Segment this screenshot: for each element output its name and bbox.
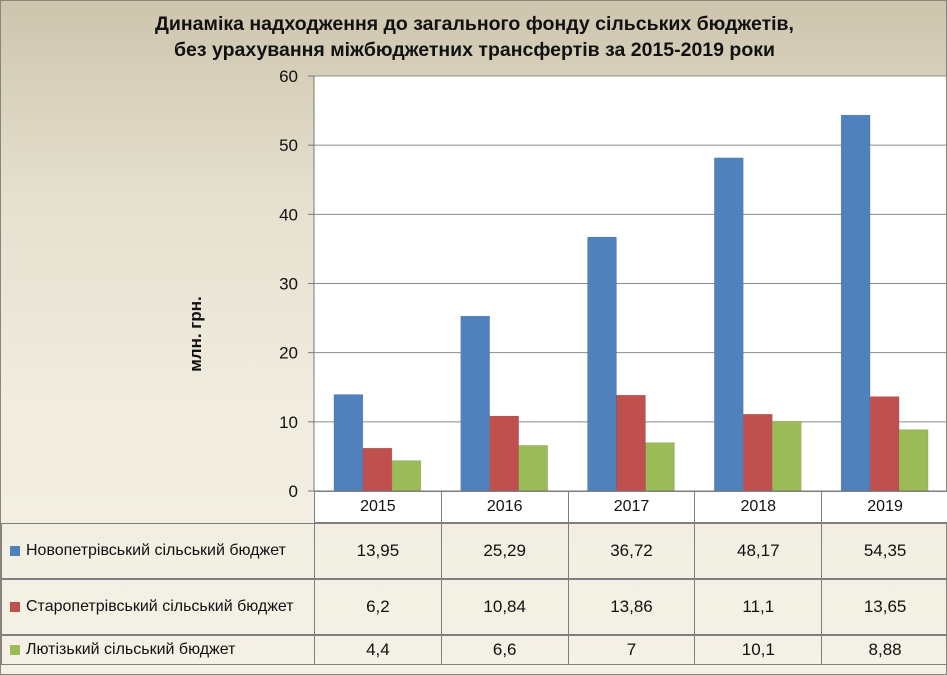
data-label: 10,84 xyxy=(440,579,569,635)
data-label: 25,29 xyxy=(440,523,569,579)
data-label: 13,65 xyxy=(821,579,947,635)
data-label: 10,1 xyxy=(694,635,823,665)
value-label: 13,95 xyxy=(356,541,400,560)
bar-3-2017 xyxy=(645,442,675,492)
value-label: 48,17 xyxy=(737,541,780,560)
data-label: 4,4 xyxy=(314,635,442,665)
bar-1-2019 xyxy=(840,114,871,492)
series-name: Новопетрівський сільський бюджет xyxy=(26,542,286,559)
value-label: 4,4 xyxy=(366,640,390,659)
value-label: 6,2 xyxy=(366,597,390,616)
data-label: 8,88 xyxy=(821,635,947,665)
legend-entry: Новопетрівський сільський бюджет xyxy=(1,523,315,579)
chart-title-line-2: без урахування міжбюджетних трансфертів … xyxy=(174,39,775,61)
y-tick-label: 10 xyxy=(279,413,298,432)
value-label: 6,6 xyxy=(492,640,517,659)
data-label: 13,95 xyxy=(314,523,442,579)
chart-title-line-1: Динаміка надходження до загального фонду… xyxy=(155,13,794,35)
data-label: 48,17 xyxy=(694,523,823,579)
y-tick-label: 60 xyxy=(279,67,298,86)
data-label: 13,86 xyxy=(567,579,696,635)
legend-swatch xyxy=(10,602,20,612)
x-tick-label: 2017 xyxy=(567,491,696,523)
value-label: 10,1 xyxy=(741,640,775,659)
data-label: 6,2 xyxy=(314,579,442,635)
y-tick-label: 50 xyxy=(279,136,298,155)
x-tick-label: 2015 xyxy=(314,491,442,523)
series-name: Лютізький сільський бюджет xyxy=(26,641,236,658)
x-tick-label: 2018 xyxy=(694,491,823,523)
data-label: 6,6 xyxy=(440,635,569,665)
bar-1-2015 xyxy=(333,394,364,492)
bar-1-2017 xyxy=(587,236,617,492)
value-label: 36,72 xyxy=(610,541,653,560)
bar-3-2018 xyxy=(772,420,802,492)
category-label: 2019 xyxy=(867,498,903,515)
legend-swatch xyxy=(10,645,20,655)
category-label: 2017 xyxy=(613,498,650,515)
category-label: 2018 xyxy=(740,498,777,515)
value-label: 10,84 xyxy=(483,597,526,616)
x-tick-label: 2016 xyxy=(440,491,569,523)
data-label: 7 xyxy=(567,635,696,665)
bar-1-2016 xyxy=(460,315,490,492)
data-label: 54,35 xyxy=(821,523,947,579)
bar-3-2016 xyxy=(518,445,548,492)
value-label: 13,65 xyxy=(863,597,907,616)
bar-1-2018 xyxy=(714,157,744,492)
y-axis-label: млн. грн. xyxy=(186,296,205,372)
y-tick-label: 40 xyxy=(279,205,298,224)
bar-3-2019 xyxy=(898,429,929,492)
bar-2-2019 xyxy=(869,396,900,492)
x-tick-label: 2019 xyxy=(821,491,947,523)
bar-2-2018 xyxy=(743,413,773,492)
bar-2-2016 xyxy=(489,415,519,492)
data-label: 11,1 xyxy=(694,579,823,635)
value-label: 8,88 xyxy=(868,640,902,659)
series-name: Старопетрівський сільський бюджет xyxy=(26,598,294,615)
legend-entry: Старопетрівський сільський бюджет xyxy=(1,579,315,635)
chart-title: Динаміка надходження до загального фонду… xyxy=(1,11,947,63)
data-label: 36,72 xyxy=(567,523,696,579)
y-tick-label: 30 xyxy=(279,275,298,294)
bar-2-2015 xyxy=(362,447,393,492)
value-label: 11,1 xyxy=(742,597,775,616)
category-label: 2015 xyxy=(360,498,396,515)
category-label: 2016 xyxy=(486,498,523,515)
bar-3-2015 xyxy=(391,460,422,492)
value-label: 7 xyxy=(626,640,637,659)
value-label: 13,86 xyxy=(610,597,653,616)
legend-entry: Лютізький сільський бюджет xyxy=(1,635,315,665)
y-tick-label: 0 xyxy=(289,482,298,501)
bar-2-2017 xyxy=(616,394,646,492)
y-tick-label: 20 xyxy=(279,344,298,363)
value-label: 25,29 xyxy=(483,541,526,560)
value-label: 54,35 xyxy=(863,541,907,560)
legend-swatch xyxy=(10,546,20,556)
